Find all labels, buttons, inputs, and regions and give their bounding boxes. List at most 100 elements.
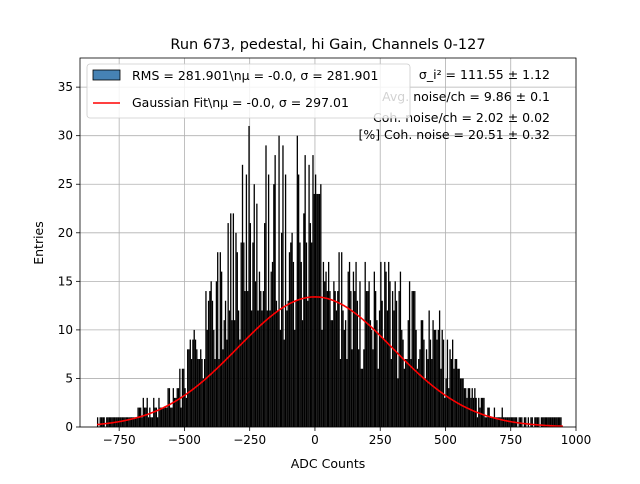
histogram-bar	[96, 417, 99, 427]
histogram-bar	[457, 368, 459, 427]
histogram-bar	[433, 329, 436, 427]
x-tick-label: 250	[369, 433, 392, 447]
histogram-bar	[266, 310, 268, 427]
histogram-bar	[497, 417, 499, 427]
histogram-bar	[196, 349, 198, 427]
histogram-bar	[358, 349, 360, 427]
histogram-bar	[189, 339, 191, 427]
legend-label-histogram: RMS = 281.901\nμ = -0.0, σ = 281.901	[132, 68, 378, 83]
histogram-bar	[361, 368, 364, 427]
annotation-sigma: σ_i² = 111.55 ± 1.12	[419, 67, 550, 82]
histogram-bar	[441, 329, 443, 427]
histogram-bar	[164, 407, 167, 427]
histogram-bar	[103, 417, 105, 427]
histogram-bar	[133, 417, 135, 427]
histogram-bar	[335, 310, 338, 427]
histogram-bar	[220, 271, 223, 427]
histogram-bar	[385, 271, 387, 427]
histogram-bar	[444, 397, 446, 427]
histogram-bar	[192, 339, 194, 427]
histogram-bar	[250, 310, 253, 427]
histogram-bar	[502, 417, 505, 427]
histogram-bar	[322, 261, 325, 427]
histogram-bar	[544, 417, 546, 427]
histogram-bar	[329, 291, 331, 427]
histogram-bar	[364, 261, 366, 427]
histogram-bar	[423, 339, 425, 427]
histogram-bar	[363, 349, 365, 427]
histogram-bar	[333, 281, 335, 427]
histogram-bar	[467, 388, 469, 427]
histogram-bar	[253, 184, 255, 427]
histogram-bar	[232, 213, 235, 427]
histogram-bar	[123, 417, 125, 427]
x-tick-label: −250	[233, 433, 266, 447]
histogram-bar	[504, 417, 506, 427]
histogram-bar	[394, 281, 396, 427]
histogram-bar	[262, 291, 265, 427]
histogram-bar	[145, 407, 147, 427]
histogram-bar	[360, 368, 362, 427]
histogram-bar	[416, 368, 419, 427]
histogram-bar	[555, 417, 557, 427]
histogram-bar	[425, 349, 428, 427]
histogram-bar	[390, 359, 392, 427]
histogram-bar	[130, 417, 133, 427]
histogram-bar	[160, 407, 163, 427]
histogram-bar	[230, 213, 232, 427]
histogram-bar	[535, 417, 537, 427]
histogram-bar	[442, 339, 445, 427]
histogram-bar	[378, 310, 381, 427]
y-tick-label: 0	[65, 420, 73, 434]
histogram-bar	[380, 261, 382, 427]
histogram-bar	[418, 359, 420, 427]
histogram-bar	[401, 329, 403, 427]
histogram-bar	[170, 407, 172, 427]
histogram-bar	[222, 349, 224, 427]
histogram-bar	[330, 320, 332, 427]
histogram-bar	[235, 232, 237, 427]
histogram-bar	[549, 417, 552, 427]
histogram-bar	[320, 184, 322, 427]
histogram-bar	[308, 164, 310, 427]
x-tick-label: −500	[168, 433, 201, 447]
histogram-bar	[523, 417, 526, 427]
histogram-bar	[157, 417, 159, 427]
histogram-bar	[168, 388, 171, 427]
y-tick-label: 35	[58, 80, 73, 94]
histogram-bar	[297, 174, 300, 427]
histogram-bar	[531, 417, 533, 427]
histogram-bar	[559, 417, 561, 427]
y-tick-label: 5	[65, 371, 73, 385]
histogram-bar	[435, 329, 437, 427]
histogram-bar	[419, 349, 421, 427]
histogram-bar	[389, 281, 391, 427]
histogram-bar	[219, 252, 221, 427]
histogram-bar	[303, 213, 305, 427]
histogram-bar	[283, 339, 285, 427]
histogram-bar	[177, 388, 180, 427]
histogram-bar	[352, 271, 355, 427]
histogram-bar	[155, 407, 158, 427]
histogram-bar	[326, 291, 328, 427]
x-axis-ticks: −750 −500 −250 0 250 500 750 1000	[103, 427, 591, 447]
histogram-bar	[136, 417, 138, 427]
histogram-bar	[328, 261, 330, 427]
histogram-bar	[210, 281, 212, 427]
y-tick-label: 10	[58, 323, 73, 337]
histogram-bar	[318, 193, 321, 427]
histogram-bar	[399, 271, 402, 427]
histogram-bar	[407, 320, 409, 427]
histogram-bar	[351, 349, 353, 427]
histogram-bar	[485, 417, 488, 427]
histogram-bar	[261, 310, 263, 427]
histogram-bar	[556, 417, 558, 427]
histogram-bar	[260, 291, 262, 427]
histogram-bar	[437, 329, 439, 427]
histogram-bar	[540, 417, 543, 427]
x-tick-label: 500	[434, 433, 457, 447]
histogram-bar	[300, 261, 302, 427]
histogram-bar	[341, 252, 343, 427]
